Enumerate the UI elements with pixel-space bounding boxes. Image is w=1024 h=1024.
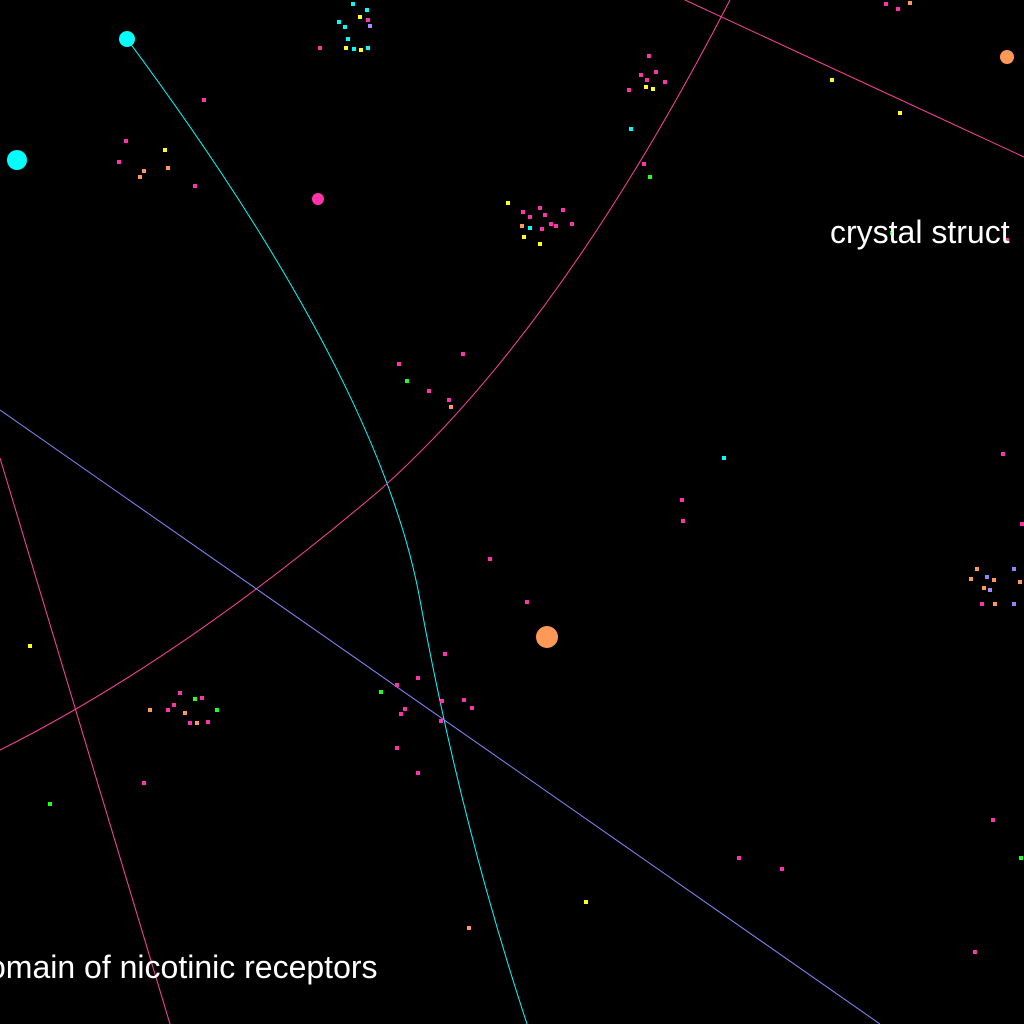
node-cluster (969, 567, 1022, 606)
node-cluster (506, 201, 574, 246)
node-label-nicotinic-receptors[interactable]: omain of nicotinic receptors (0, 949, 378, 985)
node-hub[interactable] (119, 31, 135, 47)
edge-blue-diagonal (0, 409, 881, 1024)
edge-cyan-arc (126, 38, 528, 1024)
node-hub[interactable] (7, 150, 27, 170)
node-hub[interactable] (1000, 50, 1014, 64)
node-hub[interactable] (536, 626, 558, 648)
node-cluster (830, 1, 1009, 242)
node-cluster (467, 818, 1023, 954)
node-cluster (379, 652, 474, 775)
node-cluster (627, 54, 667, 179)
node-label-crystal-structure[interactable]: crystal struct (830, 214, 1010, 250)
edge-pink-left (0, 457, 171, 1024)
node-cluster (28, 644, 219, 806)
node-cluster (318, 2, 372, 52)
edge-pink-arc-large (0, 0, 731, 751)
node-cluster (397, 352, 1024, 604)
node-hub[interactable] (312, 193, 324, 205)
node-cluster (117, 98, 206, 188)
edge-pink-top-right (684, 0, 1024, 158)
